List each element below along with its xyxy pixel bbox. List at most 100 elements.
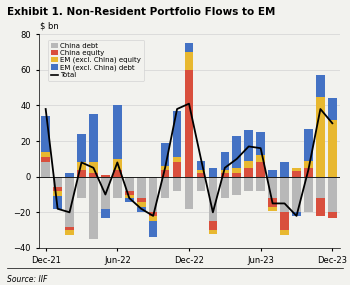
Bar [125, 194, 134, 198]
Bar [197, 177, 205, 191]
Bar [113, 177, 122, 198]
Bar [89, 173, 98, 177]
Bar [220, 170, 229, 173]
Bar [280, 177, 289, 212]
Bar [209, 230, 217, 234]
Bar [113, 105, 122, 159]
Bar [161, 143, 169, 166]
Bar [41, 162, 50, 177]
Bar [149, 221, 158, 237]
Bar [244, 161, 253, 168]
Bar [113, 170, 122, 177]
Bar [125, 177, 134, 191]
Bar [65, 227, 74, 230]
Bar [173, 162, 181, 177]
Bar [77, 134, 86, 162]
Bar [268, 207, 277, 211]
Bar [53, 188, 62, 191]
Bar [113, 159, 122, 170]
Bar [53, 196, 62, 209]
Bar [41, 116, 50, 152]
Bar [173, 111, 181, 157]
Bar [304, 177, 313, 212]
Bar [173, 177, 181, 191]
Bar [77, 170, 86, 177]
Bar [256, 132, 265, 155]
Bar [185, 70, 193, 177]
Bar [149, 212, 158, 216]
Bar [77, 162, 86, 170]
Legend: China debt, China equity, EM (excl. China) equity, EM (excl. China) debt, Total: China debt, China equity, EM (excl. Chin… [48, 40, 144, 81]
Bar [137, 202, 146, 207]
Bar [328, 177, 337, 212]
Bar [244, 177, 253, 191]
Bar [232, 168, 241, 173]
Bar [65, 177, 74, 227]
Bar [292, 171, 301, 177]
Bar [316, 75, 325, 97]
Bar [209, 177, 217, 221]
Bar [53, 177, 62, 188]
Bar [197, 170, 205, 173]
Bar [101, 175, 110, 177]
Bar [89, 177, 98, 239]
Bar [41, 152, 50, 157]
Bar [328, 120, 337, 177]
Bar [304, 161, 313, 168]
Bar [316, 177, 325, 198]
Bar [161, 170, 169, 177]
Bar [232, 177, 241, 194]
Bar [77, 177, 86, 198]
Bar [173, 157, 181, 162]
Bar [292, 168, 301, 171]
Bar [137, 177, 146, 198]
Bar [328, 98, 337, 120]
Bar [292, 177, 301, 212]
Bar [197, 173, 205, 177]
Bar [220, 152, 229, 170]
Bar [185, 177, 193, 209]
Bar [280, 230, 289, 235]
Bar [65, 230, 74, 235]
Bar [268, 170, 277, 177]
Text: Exhibit 1. Non-Resident Portfolio Flows to EM: Exhibit 1. Non-Resident Portfolio Flows … [7, 7, 275, 17]
Bar [185, 52, 193, 70]
Bar [280, 212, 289, 230]
Bar [209, 221, 217, 230]
Bar [280, 162, 289, 177]
Bar [220, 177, 229, 198]
Bar [232, 173, 241, 177]
Bar [125, 198, 134, 202]
Bar [244, 130, 253, 161]
Text: $ bn: $ bn [40, 22, 58, 30]
Bar [244, 168, 253, 177]
Bar [149, 177, 158, 212]
Bar [185, 43, 193, 52]
Bar [197, 161, 205, 170]
Bar [268, 177, 277, 198]
Bar [316, 198, 325, 216]
Bar [125, 191, 134, 194]
Bar [256, 162, 265, 177]
Bar [316, 97, 325, 177]
Bar [161, 177, 169, 198]
Bar [328, 212, 337, 218]
Bar [137, 207, 146, 212]
Bar [53, 191, 62, 196]
Bar [209, 168, 217, 177]
Bar [65, 173, 74, 177]
Bar [256, 155, 265, 162]
Bar [101, 177, 110, 209]
Bar [137, 198, 146, 202]
Bar [232, 136, 241, 168]
Bar [304, 168, 313, 177]
Bar [149, 216, 158, 221]
Bar [161, 166, 169, 170]
Bar [41, 157, 50, 162]
Bar [220, 173, 229, 177]
Bar [89, 162, 98, 173]
Text: Source: IIF: Source: IIF [7, 274, 47, 284]
Bar [268, 198, 277, 207]
Bar [256, 177, 265, 191]
Bar [292, 212, 301, 216]
